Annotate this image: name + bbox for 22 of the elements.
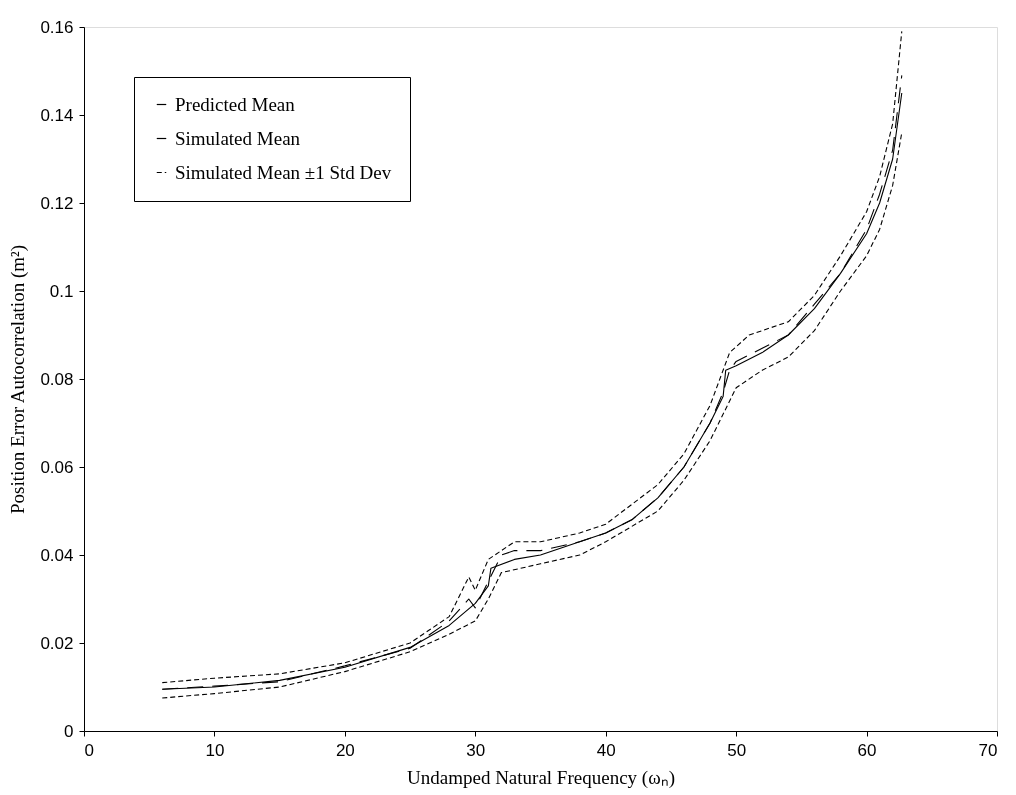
x-tick-label: 50 [727,740,747,760]
legend-label: Simulated Mean ±1 Std Dev [175,161,392,183]
legend-label: Simulated Mean [175,127,301,149]
y-tick-label: 0.16 [40,17,74,37]
y-tick-label: 0.06 [40,457,74,477]
y-tick-label: 0.1 [49,281,74,301]
y-tick-label: 0.14 [40,105,74,125]
x-tick-label: 70 [978,740,998,760]
y-tick-label: 0 [64,721,74,741]
legend-label: Predicted Mean [175,93,296,115]
y-axis-title: Position Error Autocorrelation (m²) [7,244,30,515]
x-axis-title: Undamped Natural Frequency (ωₙ) [407,766,675,789]
x-tick-label: 20 [335,740,355,760]
x-tick-label: 10 [205,740,225,760]
y-tick-label: 0.04 [40,545,74,565]
x-tick-label: 40 [596,740,616,760]
x-tick-label: 30 [466,740,486,760]
y-tick-label: 0.12 [40,193,74,213]
y-tick-label: 0.02 [40,633,74,653]
x-tick-label: 0 [84,740,94,760]
x-tick-label: 60 [857,740,877,760]
y-tick-label: 0.08 [40,369,74,389]
